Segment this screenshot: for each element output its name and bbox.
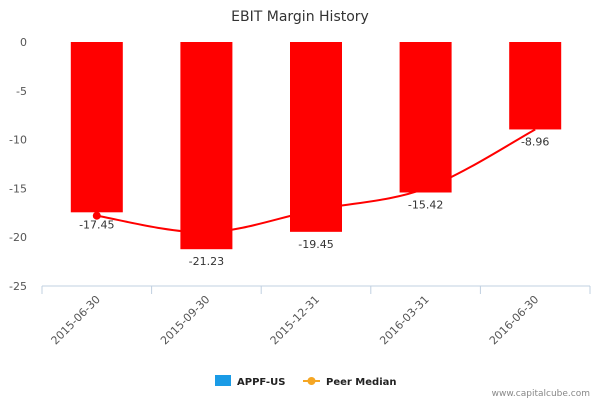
x-tick-label: 2015-12-31 (268, 293, 322, 347)
bar (509, 42, 562, 130)
x-tick-label: 2016-06-30 (487, 293, 541, 347)
y-tick-label: -10 (9, 134, 27, 147)
x-tick-label: 2016-03-31 (377, 293, 431, 347)
bar (70, 42, 123, 213)
x-axis: 2015-06-30 2015-09-30 2015-12-31 2016-03-31… (41, 285, 591, 347)
legend-label-peer: Peer Median (326, 377, 397, 388)
bar (290, 42, 342, 232)
data-label: -17.45 (79, 218, 114, 231)
data-label: -19.45 (298, 238, 333, 251)
x-tick-label: 2015-06-30 (49, 293, 103, 347)
peer-median-line (96, 128, 536, 234)
y-tick-label: -20 (9, 231, 27, 244)
data-labels: -17.45 -21.23 -19.45 -15.42 -8.96 (79, 135, 549, 268)
y-axis: 0 -5 -10 -15 -20 -25 (9, 36, 27, 293)
y-tick-label: -15 (9, 182, 27, 195)
credit-text: www.capitalcube.com (492, 389, 590, 399)
legend-swatch-appf (215, 375, 231, 386)
data-label: -15.42 (408, 198, 443, 211)
bar (180, 42, 233, 250)
peer-median-point (92, 211, 101, 220)
bar (399, 42, 452, 193)
legend-item-appf[interactable]: APPF-US (215, 375, 285, 388)
bar-series (70, 42, 562, 250)
data-label: -8.96 (521, 135, 549, 148)
legend-label-appf: APPF-US (237, 377, 285, 388)
peer-median-series (92, 128, 536, 234)
x-tick-label: 2015-09-30 (158, 293, 212, 347)
legend[interactable]: APPF-US Peer Median (215, 375, 397, 388)
legend-item-peer[interactable]: Peer Median (303, 377, 397, 388)
chart-title: EBIT Margin History (231, 9, 369, 25)
y-tick-label: -5 (16, 85, 27, 98)
legend-swatch-peer-marker (307, 377, 316, 385)
y-tick-label: 0 (20, 36, 27, 49)
data-label: -21.23 (189, 255, 224, 268)
y-tick-label: -25 (9, 280, 27, 293)
